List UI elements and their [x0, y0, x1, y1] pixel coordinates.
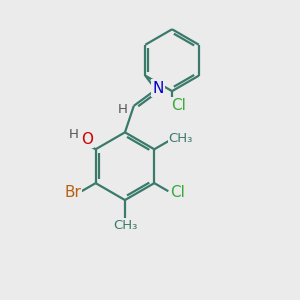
Text: CH₃: CH₃	[169, 133, 193, 146]
Text: O: O	[81, 132, 93, 147]
Text: Br: Br	[64, 185, 81, 200]
Text: N: N	[153, 81, 164, 96]
Text: Cl: Cl	[171, 98, 186, 113]
Text: H: H	[68, 128, 78, 141]
Text: CH₃: CH₃	[113, 220, 137, 232]
Text: Cl: Cl	[170, 185, 185, 200]
Text: H: H	[118, 103, 128, 116]
